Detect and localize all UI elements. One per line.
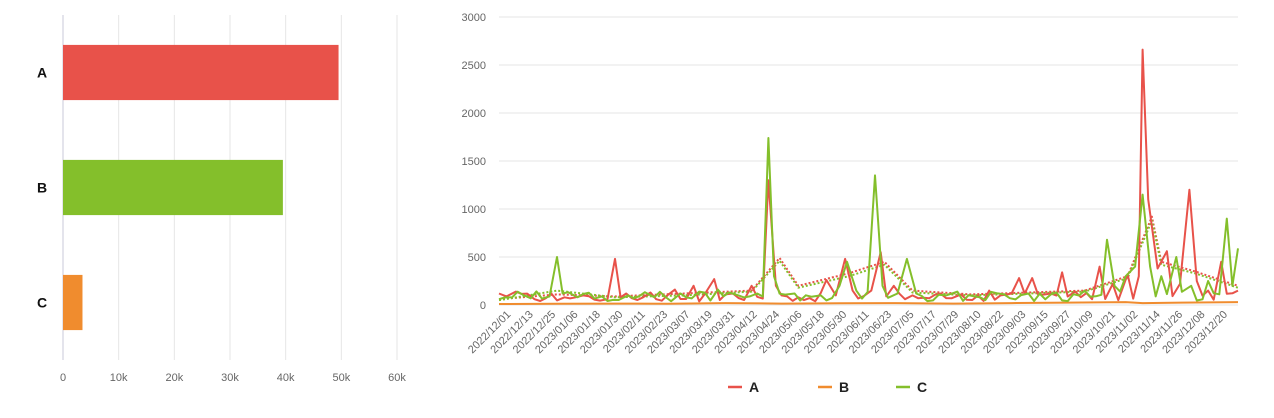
line-plot-area	[498, 48, 1239, 305]
series-B-line	[498, 301, 1239, 305]
legend-label-B: B	[839, 379, 849, 395]
bar-category-label: B	[37, 180, 47, 196]
legend-label-C: C	[917, 379, 927, 395]
line-chart: 0500100015002000250030002022/12/012022/1…	[462, 12, 1239, 395]
bar-C	[63, 274, 83, 331]
bar-A	[63, 44, 339, 101]
line-y-tick-label: 2000	[462, 108, 486, 120]
legend-label-A: A	[749, 379, 759, 395]
bar-x-tick-label: 10k	[110, 372, 128, 384]
bar-x-tick-label: 40k	[277, 372, 295, 384]
bar-category-label: C	[37, 295, 47, 311]
bar-chart: 0 10k 20k 30k 40k 50k 60k A B C	[37, 15, 406, 384]
bar-category-label: A	[37, 65, 47, 81]
line-y-tick-label: 3000	[462, 12, 486, 24]
series-C-line	[498, 137, 1239, 303]
bar-x-tick-label: 20k	[165, 372, 183, 384]
bar-x-tick-label: 30k	[221, 372, 239, 384]
bar-x-tick-label: 0	[60, 372, 66, 384]
line-y-tick-label: 2500	[462, 60, 486, 72]
bar-x-tick-label: 60k	[388, 372, 406, 384]
line-y-tick-label: 0	[480, 300, 486, 312]
series-C-dotted-line	[498, 219, 1239, 302]
line-y-tick-label: 500	[468, 252, 486, 264]
bar-x-tick-label: 50k	[332, 372, 350, 384]
bar-B	[63, 159, 283, 216]
line-y-tick-label: 1500	[462, 156, 486, 168]
line-y-tick-label: 1000	[462, 204, 486, 216]
